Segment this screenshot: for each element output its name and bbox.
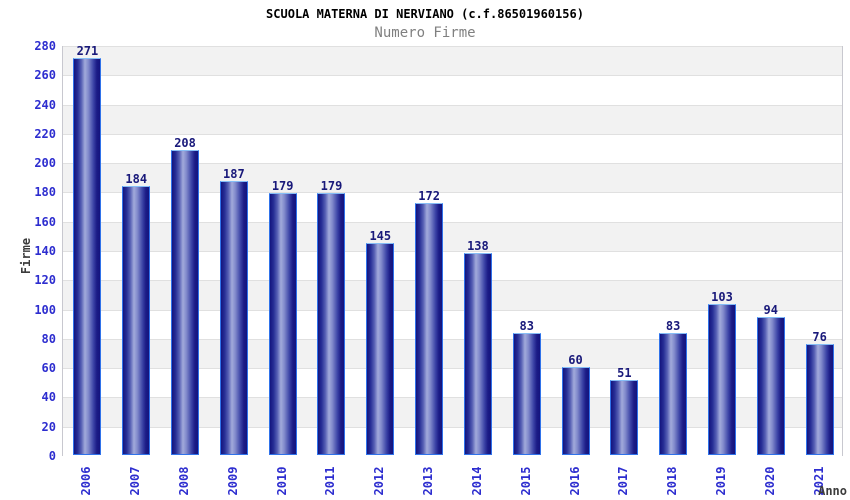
bar-value-label: 208 — [174, 136, 196, 151]
plot-band — [63, 46, 842, 76]
y-tick-label: 180 — [34, 185, 56, 200]
plot-area: 271 184 208 187 179 179 145 172 138 83 60 51 83 103 94… — [62, 44, 843, 456]
bar-2018 — [659, 333, 688, 455]
y-tick-label: 0 — [48, 449, 56, 463]
x-tick-label-2006: 2006 — [79, 466, 94, 496]
y-tick-label: 140 — [34, 244, 56, 258]
bar-value-label: 184 — [125, 171, 148, 186]
bar-value-label: 51 — [617, 366, 632, 381]
bar-value-label: 271 — [76, 44, 99, 59]
bar-2012 — [366, 242, 395, 455]
bar-value-label: 83 — [665, 319, 681, 334]
x-tick-label-2020: 2020 — [762, 466, 777, 496]
x-tick-label-2009: 2009 — [225, 466, 240, 496]
x-tick-label-2019: 2019 — [713, 466, 728, 496]
bar-value-label: 138 — [467, 238, 489, 253]
plot-band — [63, 75, 842, 105]
bar-value-label: 187 — [223, 167, 245, 182]
bar-value-label: 172 — [418, 189, 440, 204]
bar-2014 — [463, 252, 492, 455]
bar-2007 — [122, 185, 151, 455]
chart-subtitle: Numero Firme — [374, 25, 476, 41]
bar-value-label: 76 — [812, 329, 827, 344]
bar-2020 — [756, 317, 785, 455]
y-axis-title: Firme — [19, 237, 33, 275]
y-tick-label: 20 — [41, 419, 56, 434]
x-tick-label-2015: 2015 — [518, 466, 533, 496]
bar-2008 — [171, 150, 200, 455]
bar-2019 — [707, 304, 736, 455]
y-tick-label: 280 — [34, 39, 56, 53]
bar-value-label: 60 — [568, 353, 583, 368]
bar-2009 — [219, 181, 248, 455]
bar-2017 — [610, 380, 639, 455]
x-tick-label-2017: 2017 — [616, 466, 631, 496]
y-tick-label: 260 — [34, 68, 56, 83]
bar-2006 — [73, 58, 102, 455]
bar-2021 — [805, 343, 834, 455]
y-tick-label: 220 — [34, 126, 56, 141]
bar-value-label: 145 — [369, 228, 392, 243]
y-tick-label: 200 — [34, 156, 56, 171]
x-tick-label-2012: 2012 — [372, 466, 387, 496]
y-tick-label: 240 — [34, 97, 56, 112]
x-axis-title: Anno — [818, 484, 847, 498]
bar-value-label: 103 — [711, 290, 733, 305]
bar-value-label: 179 — [320, 178, 343, 193]
y-tick-label: 80 — [41, 331, 56, 346]
y-tick-label: 120 — [34, 273, 56, 288]
plot-band — [63, 104, 842, 134]
x-tick-label-2016: 2016 — [567, 466, 582, 496]
bar-value-label: 179 — [271, 178, 294, 193]
x-tick-label-2014: 2014 — [469, 466, 484, 496]
x-tick-label-2010: 2010 — [274, 466, 289, 496]
x-tick-label-2013: 2013 — [421, 466, 436, 496]
bar-2015 — [512, 333, 541, 455]
x-tick-label-2011: 2011 — [323, 466, 338, 496]
bar-2010 — [268, 192, 297, 455]
y-tick-label: 40 — [41, 390, 56, 405]
y-tick-label: 60 — [41, 361, 56, 376]
x-tick-label-2007: 2007 — [128, 466, 143, 496]
y-tick-label: 100 — [34, 302, 56, 317]
y-tick-label: 160 — [34, 214, 56, 229]
chart-title: SCUOLA MATERNA DI NERVIANO (c.f.86501960… — [266, 7, 584, 21]
bar-2016 — [561, 367, 590, 455]
bar-2011 — [317, 192, 346, 455]
bar-2013 — [415, 203, 444, 455]
bar-value-label: 94 — [763, 303, 779, 318]
x-tick-label-2008: 2008 — [177, 466, 192, 496]
x-tick-label-2018: 2018 — [665, 466, 680, 496]
bar-value-label: 83 — [519, 319, 534, 334]
